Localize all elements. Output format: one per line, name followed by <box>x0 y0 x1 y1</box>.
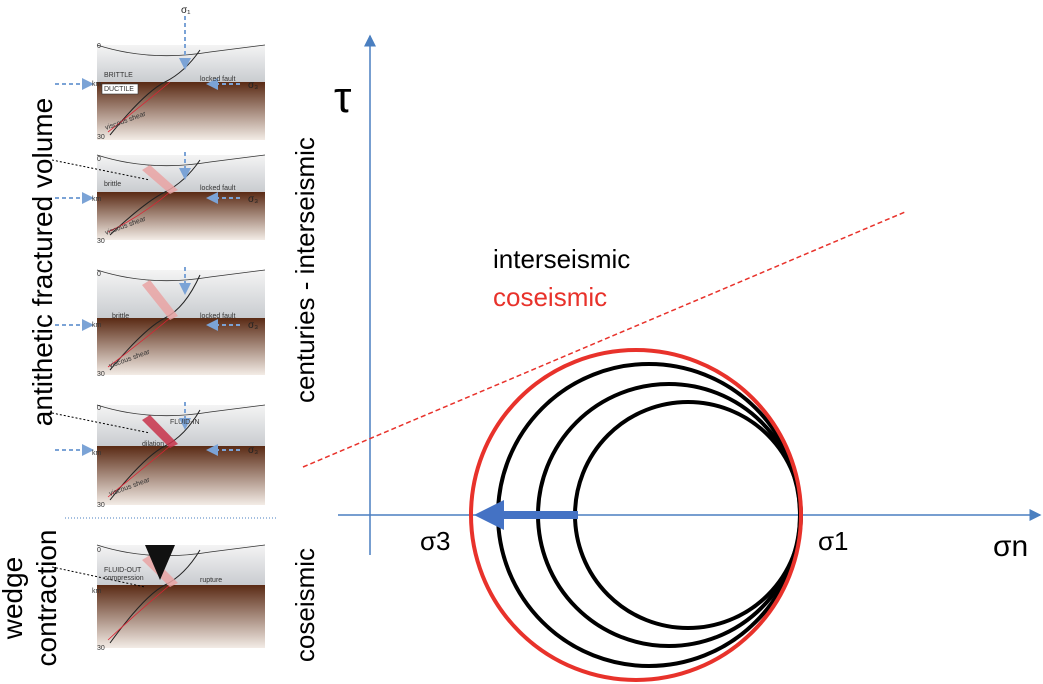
axis-label: σn <box>993 530 1028 563</box>
depth-label: 30 <box>97 645 105 652</box>
period-label: coseismic <box>290 548 320 662</box>
rupture-label: rupture <box>200 577 222 584</box>
mantle <box>97 192 265 240</box>
mantle <box>97 446 265 505</box>
depth-label: 30 <box>97 371 105 378</box>
axis-label: τ <box>334 73 352 122</box>
layer-label: brittle <box>104 181 121 188</box>
depth-label: 0 <box>97 405 101 412</box>
crust <box>97 270 265 318</box>
stress-label: σ₃ <box>248 445 258 456</box>
depth-label: km <box>92 81 102 88</box>
depth-label: km <box>92 588 102 595</box>
crust <box>97 155 265 192</box>
fault-label: locked fault <box>200 313 235 320</box>
stress-label: σ₃ <box>248 80 258 91</box>
fault-label: locked fault <box>200 185 235 192</box>
legend-entry: coseismic <box>493 282 607 312</box>
depth-label: 0 <box>97 156 101 163</box>
point-label: σ3 <box>420 526 451 556</box>
fault-label: locked fault <box>200 76 235 83</box>
group-label: wedge <box>0 557 28 641</box>
stress-label: σ₃ <box>248 194 258 205</box>
cross-sections <box>52 16 265 648</box>
depth-label: 0 <box>97 271 101 278</box>
fluid-label: FLUID-IN <box>170 419 200 426</box>
group-label: contraction <box>31 530 62 667</box>
mantle <box>97 318 265 375</box>
figure: 0 BRITTLE DUCTILE locked fault km 30 vis… <box>0 0 1043 684</box>
depth-label: 30 <box>97 238 105 245</box>
period-label: centuries - interseismic <box>290 137 320 403</box>
depth-label: km <box>92 196 102 203</box>
depth-label: km <box>92 322 102 329</box>
depth-label: 0 <box>97 547 101 554</box>
mantle <box>97 585 265 648</box>
stress-label: σ₃ <box>248 320 258 331</box>
dilation-label: dilation <box>142 441 164 448</box>
layer-label: DUCTILE <box>104 86 134 93</box>
layer-label: brittle <box>112 313 129 320</box>
group-label: antithetic fractured volume <box>27 98 58 426</box>
legend-entry: interseismic <box>493 244 630 274</box>
depth-label: 30 <box>97 502 105 509</box>
arrow-head <box>474 500 504 530</box>
stress-label: σ₁ <box>181 5 191 16</box>
fluid-label: FLUID-OUT <box>104 567 142 574</box>
depth-label: 30 <box>97 134 105 141</box>
depth-label: 0 <box>97 43 101 50</box>
point-label: σ1 <box>818 526 849 556</box>
layer-label: BRITTLE <box>104 72 133 79</box>
depth-label: km <box>92 450 102 457</box>
compression-label: compression <box>104 575 144 582</box>
page: {"diagram": { "axis_labels": {"tau": "τ"… <box>0 0 1043 684</box>
